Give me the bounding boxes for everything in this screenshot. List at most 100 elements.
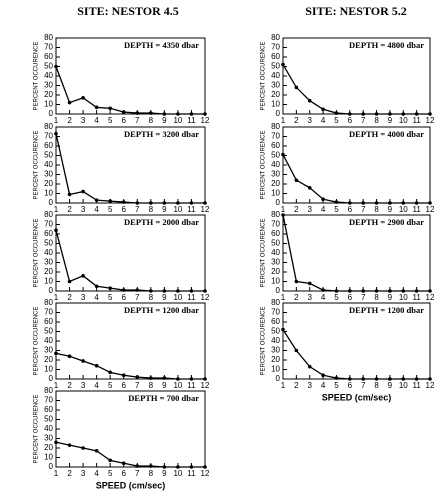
data-line [55, 352, 205, 380]
y-tick-label: 70 [44, 220, 53, 229]
x-tick-label: 2 [67, 205, 72, 214]
data-line [55, 441, 205, 468]
y-tick-label: 30 [44, 434, 53, 443]
y-tick-label: 10 [44, 453, 53, 462]
data-point [374, 112, 379, 116]
y-tick-label: 20 [271, 90, 280, 99]
x-tick-label: 12 [426, 116, 435, 125]
data-point [401, 112, 406, 116]
y-tick-label: 70 [44, 132, 53, 141]
y-axis-label: PERCENT OCCURENCE [34, 395, 40, 464]
x-tick-label: 8 [149, 205, 154, 214]
x-axis-label: SPEED (cm/sec) [96, 480, 166, 490]
data-point [414, 112, 419, 116]
y-tick-label: 80 [271, 122, 280, 131]
x-tick-label: 5 [334, 205, 339, 214]
y-tick-label: 20 [44, 267, 53, 276]
data-point [176, 465, 180, 469]
x-tick-label: 3 [81, 293, 86, 302]
annotation: DEPTH = 700 dbar [128, 393, 199, 403]
x-tick-label: 3 [308, 116, 313, 125]
x-tick-label: 1 [281, 293, 286, 302]
data-point [176, 289, 180, 293]
x-tick-label: 12 [201, 381, 210, 390]
x-tick-label: 6 [122, 469, 127, 478]
x-tick-label: 10 [173, 116, 182, 125]
data-point [108, 199, 112, 203]
x-tick-label: 4 [94, 469, 99, 478]
y-tick-label: 50 [44, 415, 53, 424]
data-point [414, 377, 419, 381]
y-tick-label: 70 [44, 396, 53, 405]
data-point [135, 201, 140, 205]
data-point [176, 201, 180, 205]
y-tick-label: 0 [276, 198, 281, 207]
data-point [94, 198, 99, 202]
site-title: SITE: NESTOR 5.2 [305, 4, 406, 18]
y-tick-label: 60 [44, 52, 53, 61]
data-point [307, 364, 312, 369]
y-tick-label: 0 [276, 374, 281, 383]
data-point [54, 440, 58, 445]
y-tick-label: 10 [44, 189, 53, 198]
data-point [67, 354, 72, 359]
data-point [334, 289, 339, 293]
x-tick-label: 2 [67, 381, 72, 390]
x-tick-label: 12 [201, 116, 210, 125]
x-tick-label: 5 [108, 381, 113, 390]
y-tick-label: 0 [49, 198, 54, 207]
data-point [81, 446, 85, 450]
x-tick-label: 11 [412, 116, 421, 125]
y-axis-label: PERCENT OCCURENCE [261, 307, 267, 376]
data-point [348, 289, 352, 293]
data-line [282, 154, 430, 204]
y-tick-label: 30 [271, 170, 280, 179]
x-tick-label: 11 [412, 293, 421, 302]
x-tick-label: 1 [54, 116, 59, 125]
annotation: DEPTH = 4350 dbar [124, 40, 199, 50]
x-tick-label: 5 [108, 205, 113, 214]
x-tick-label: 1 [54, 381, 59, 390]
x-tick-label: 4 [321, 205, 326, 214]
data-point [149, 111, 153, 115]
x-tick-label: 11 [187, 469, 196, 478]
x-tick-label: 3 [81, 469, 86, 478]
x-tick-label: 11 [187, 381, 196, 390]
y-tick-label: 60 [44, 317, 53, 326]
data-point [189, 112, 194, 116]
data-point [135, 464, 140, 468]
annotation: DEPTH = 1200 dbar [124, 305, 199, 315]
data-point [121, 200, 126, 204]
x-tick-label: 7 [135, 381, 140, 390]
y-tick-label: 30 [271, 346, 280, 355]
data-point [121, 373, 126, 378]
y-tick-label: 40 [271, 336, 280, 345]
y-tick-label: 60 [44, 229, 53, 238]
x-tick-label: 3 [308, 381, 313, 390]
x-tick-label: 2 [294, 293, 299, 302]
x-tick-label: 10 [173, 381, 182, 390]
data-point [54, 351, 58, 356]
y-tick-label: 10 [271, 365, 280, 374]
y-tick-label: 20 [271, 179, 280, 188]
data-point [348, 112, 352, 116]
data-point [401, 289, 406, 293]
y-tick-label: 40 [271, 248, 280, 257]
y-tick-label: 0 [49, 462, 54, 471]
annotation: DEPTH = 4000 dbar [349, 129, 424, 139]
x-tick-label: 10 [399, 293, 408, 302]
data-point [176, 112, 180, 116]
data-point [94, 284, 99, 289]
data-point [135, 288, 140, 292]
y-tick-label: 70 [271, 220, 280, 229]
data-point [321, 197, 325, 201]
y-tick-label: 30 [44, 170, 53, 179]
x-tick-label: 2 [294, 116, 299, 125]
data-point [54, 228, 58, 232]
data-point [281, 62, 285, 67]
y-tick-label: 20 [271, 355, 280, 364]
